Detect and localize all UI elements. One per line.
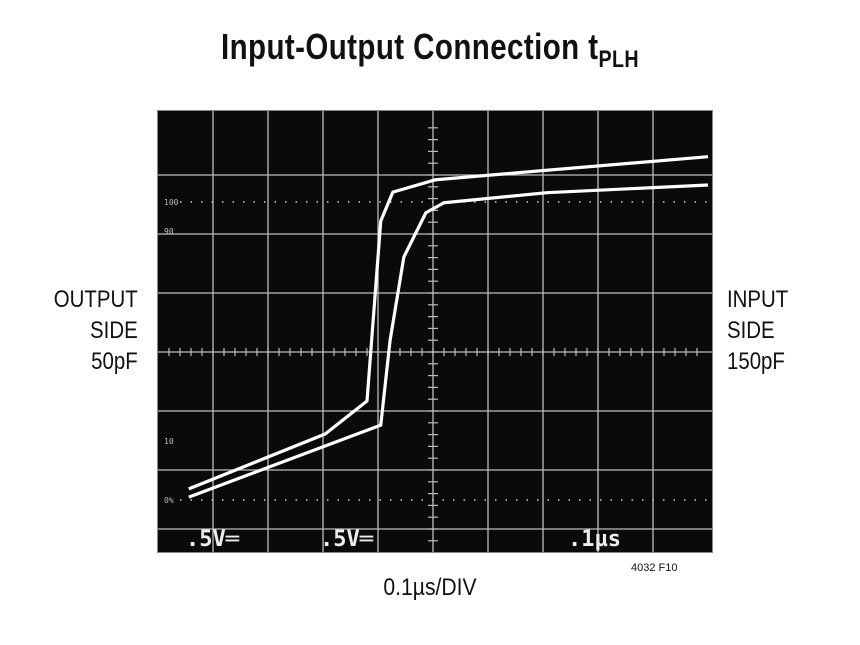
screen-readout-ch1: .5V═ [186, 527, 240, 552]
graticule-label-10: 10 [164, 437, 174, 446]
right-label-line: 150pF [727, 348, 785, 375]
screen-background [157, 110, 713, 553]
x-axis-label: 0.1µs/DIV [383, 574, 477, 601]
right-label: INPUT SIDE 150pF [727, 284, 788, 377]
left-label-line: OUTPUT [54, 286, 138, 313]
right-label-line: INPUT [727, 286, 789, 313]
chart-title: Input-Output Connection tPLH [220, 26, 640, 73]
figure-id: 4032 F10 [631, 562, 678, 574]
screen-border [157, 110, 713, 553]
left-label: OUTPUT SIDE 50pF [54, 284, 138, 377]
graticule-label-0: 0% [164, 496, 174, 505]
left-label-line: SIDE [90, 317, 138, 344]
screen-readout-ch2: .5V═ [320, 527, 374, 552]
screen-readout-timebase: .1µs [568, 527, 621, 552]
right-label-line: SIDE [727, 317, 775, 344]
trace-1 [188, 155, 709, 491]
left-label-line: 50pF [91, 348, 138, 375]
graticule-label-100: 100 [164, 198, 179, 207]
trace-2 [188, 183, 709, 499]
graticule-label-90: 90 [164, 227, 174, 236]
